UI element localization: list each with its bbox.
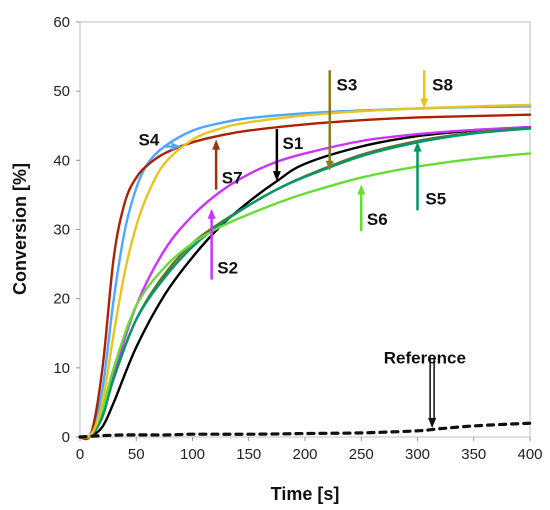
callout-arrowhead (171, 142, 182, 151)
callout-label-s8: S8 (432, 75, 453, 94)
callout-arrowhead (413, 141, 422, 152)
callout-arrowhead (325, 160, 334, 171)
callout-label-s7: S7 (222, 169, 243, 188)
y-axis-title: Conversion [%] (10, 163, 30, 295)
callout-arrowhead (207, 208, 216, 219)
callout-arrowhead (272, 171, 281, 182)
x-tick-label: 250 (349, 446, 374, 463)
x-tick-label: 50 (128, 446, 145, 463)
series-line-s8 (78, 103, 532, 439)
x-tick-label: 200 (292, 446, 317, 463)
x-axis-title: Time [s] (271, 484, 340, 504)
axis-ticks: 0 50 100 150 200 250 300 350 400 0 10 20 30 40 50 60 (53, 14, 542, 463)
x-tick-label: 0 (76, 446, 84, 463)
callout-label-reference: Reference (384, 348, 466, 367)
callout-arrowhead (212, 139, 221, 150)
callout-label-s2: S2 (217, 259, 238, 278)
callout-arrowhead (428, 418, 437, 429)
x-tick-label: 350 (461, 446, 486, 463)
series-layer (78, 103, 532, 441)
y-tick-label: 40 (53, 152, 70, 169)
x-tick-label: 100 (180, 446, 205, 463)
series-line-s2 (78, 125, 532, 439)
y-tick-label: 0 (62, 429, 70, 446)
callout-label-s4: S4 (139, 131, 160, 150)
callout-label-s6: S6 (367, 210, 388, 229)
plot-area (79, 21, 531, 438)
callout-label-s1: S1 (283, 134, 304, 153)
y-tick-label: 10 (53, 360, 70, 377)
y-tick-label: 60 (53, 14, 70, 31)
y-tick-label: 50 (53, 83, 70, 100)
y-tick-label: 30 (53, 222, 70, 239)
callout-label-s3: S3 (337, 75, 358, 94)
callout-arrowhead (357, 184, 366, 195)
x-tick-label: 150 (236, 446, 261, 463)
callout-layer: S1 S2 S3 S4 S5 S6 S7 S8 Reference (139, 70, 466, 429)
series-line-s4 (78, 105, 532, 440)
x-tick-label: 400 (517, 446, 542, 463)
y-tick-label: 20 (53, 291, 70, 308)
callout-label-s5: S5 (425, 189, 446, 208)
series-line-s7 (78, 113, 532, 441)
series-line-reference (78, 421, 532, 439)
series-line-s5 (78, 127, 532, 439)
series-line-s6 (78, 152, 532, 439)
callout-arrowhead (420, 98, 429, 109)
x-tick-label: 300 (405, 446, 430, 463)
